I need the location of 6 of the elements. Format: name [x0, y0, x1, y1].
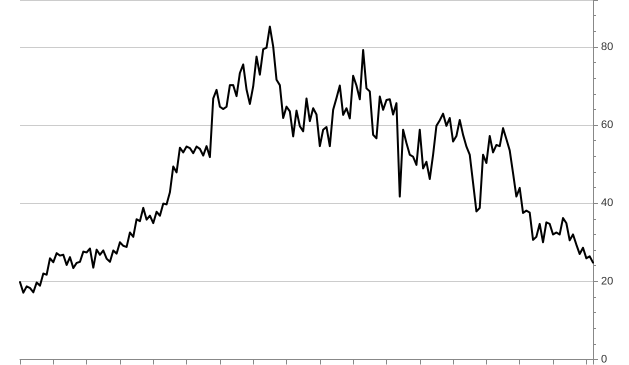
- y-tick-label: 60: [601, 119, 614, 132]
- line-series: [19, 26, 594, 294]
- y-tick-label: 20: [601, 275, 614, 288]
- y-tick-label: 40: [601, 197, 614, 210]
- y-tick-label: 80: [601, 40, 614, 53]
- y-tick-label: 0: [601, 354, 608, 365]
